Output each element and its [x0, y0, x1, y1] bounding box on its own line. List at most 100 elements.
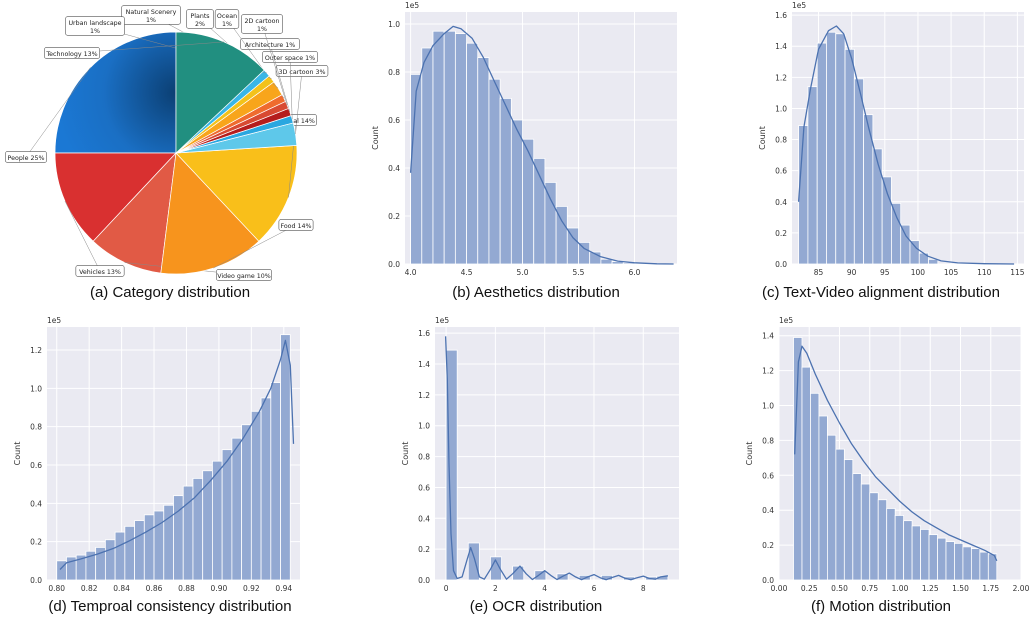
histogram-bar — [212, 460, 223, 581]
y-tick-label: 1.6 — [418, 329, 430, 338]
histogram-bar — [270, 382, 281, 581]
y-tick-label: 0.4 — [775, 198, 787, 207]
pie-slice-label: People 25% — [8, 155, 45, 162]
pie-slice-label: Food 14% — [280, 223, 311, 230]
pie-label-box — [214, 9, 240, 29]
y-tick-label: 0.0 — [30, 576, 42, 585]
histogram-bar — [810, 392, 820, 581]
x-tick-label: 1.50 — [952, 584, 969, 593]
y-tick-label: 0.6 — [762, 471, 774, 480]
y-tick-label: 1.2 — [775, 73, 787, 82]
pie-slice — [160, 152, 260, 275]
histogram-bar — [826, 31, 837, 265]
histogram-bar — [970, 548, 981, 581]
y-tick-label: 1.4 — [418, 360, 430, 369]
y-tick-label: 0.8 — [30, 423, 42, 432]
category-pie-chart: People 25% Vehicles 13% Video game 10% Food… — [5, 5, 329, 281]
histogram-bar — [477, 57, 490, 265]
y-tick-label: 1.0 — [775, 104, 787, 113]
x-tick-label: 1.25 — [922, 584, 939, 593]
histogram-bar — [589, 251, 602, 265]
pie-slice-label: 1% — [146, 17, 156, 24]
axis-offset-label: 1e5 — [47, 316, 61, 325]
histogram-bar — [231, 437, 243, 581]
y-tick-label: 1.4 — [762, 332, 774, 341]
x-tick-label: 85 — [814, 268, 824, 277]
pie-slice-label: Technology 13% — [45, 51, 97, 58]
histogram-bar — [566, 227, 579, 265]
caption-aesthetics-distribution: (b) Aesthetics distribution — [452, 284, 620, 301]
pie-leader-line — [213, 224, 297, 269]
y-tick-label: 0.0 — [775, 260, 787, 269]
pie-slice-label: Architecture 1% — [245, 42, 296, 49]
x-tick-label: 0.92 — [243, 584, 260, 593]
y-tick-label: 0.4 — [418, 514, 430, 523]
pie-label-box — [241, 14, 283, 34]
x-tick-label: 4.5 — [461, 268, 473, 277]
x-tick-label: 4 — [542, 584, 547, 593]
pie-slice-label: Video game 10% — [217, 273, 271, 280]
histogram-bar — [860, 483, 871, 581]
x-tick-label: 8 — [641, 584, 646, 593]
caption-category-distribution: (a) Category distribution — [89, 284, 251, 301]
y-tick-label: 0.6 — [418, 483, 430, 492]
histogram-bar — [153, 510, 165, 581]
pie-leader-line — [289, 56, 293, 120]
histogram-bar — [979, 551, 989, 581]
x-tick-label: 1.75 — [982, 584, 999, 593]
histogram-bar — [920, 528, 930, 581]
x-tick-label: 1.00 — [892, 584, 909, 593]
histogram-bar — [801, 366, 811, 581]
histogram-bar — [432, 30, 445, 265]
x-tick-label: 0.88 — [178, 584, 195, 593]
histogram-bar — [280, 334, 291, 581]
histogram-bar — [544, 181, 557, 265]
pie-slice-label: Outer space 1% — [265, 55, 315, 62]
x-tick-label: 0.86 — [146, 584, 163, 593]
pie-label-box — [5, 151, 47, 163]
pie-slice-label: 3D cartoon 3% — [279, 69, 326, 76]
histogram-bar — [443, 30, 456, 265]
histogram-bar — [928, 258, 939, 265]
x-tick-label: 0.90 — [211, 584, 228, 593]
pie-label-box — [75, 265, 125, 277]
text-video-alignment-histogram: 85 90 95 100 105 110 115 0.0 0.2 0.4 0.6 0.8 1.0 1.2 1… — [758, 1, 1025, 277]
aesthetics-histogram: 4.0 4.5 5.0 5.5 6.0 0.0 0.2 0.4 0.6 0.8 1.0 1e5 Coun… — [371, 1, 677, 277]
histogram-bar — [835, 33, 846, 265]
y-tick-label: 0.8 — [775, 136, 787, 145]
y-tick-label: 0.2 — [418, 545, 430, 554]
caption-ocr-distribution: (e) OCR distribution — [469, 598, 603, 615]
pie-slice-label: Animal 14% — [277, 118, 315, 125]
pie-slice-label: Vehicles 13% — [79, 269, 121, 276]
pie-leader-line — [25, 67, 91, 158]
x-tick-label: 6 — [592, 584, 597, 593]
histogram-bar — [241, 424, 252, 581]
kde-curve — [59, 339, 295, 570]
histogram-bar — [835, 448, 845, 581]
histogram-bar — [163, 504, 174, 581]
pie-slice-label: Urban landscape — [68, 20, 121, 27]
y-tick-label: 0.8 — [388, 68, 400, 77]
kde-curve — [797, 25, 1015, 265]
histogram-bar — [488, 78, 501, 265]
histogram-bar — [909, 240, 920, 265]
histogram-bar — [134, 520, 145, 581]
histogram-bar — [852, 473, 862, 581]
pie-leader-line — [261, 23, 288, 106]
histogram-bar — [143, 514, 155, 581]
y-tick-label: 0.6 — [388, 116, 400, 125]
histogram-bar — [894, 515, 905, 581]
y-tick-label: 1.4 — [775, 42, 787, 51]
pie-slice-label: Natural Scenery — [126, 9, 177, 16]
y-axis-label: Count — [371, 126, 380, 150]
histogram-bar — [844, 48, 855, 265]
temporal-consistency-histogram: 0.80 0.82 0.84 0.86 0.88 0.90 0.92 0.94 0.0 0.2 0.… — [13, 316, 300, 593]
pie-leader-line — [269, 43, 291, 113]
histogram-bar — [445, 349, 458, 581]
histogram-bar — [954, 542, 964, 581]
x-tick-label: 2 — [493, 584, 498, 593]
y-tick-label: 0.4 — [762, 506, 774, 515]
pie-label-box — [44, 47, 100, 59]
histogram-bar — [510, 119, 523, 265]
histogram-bar — [124, 525, 135, 581]
